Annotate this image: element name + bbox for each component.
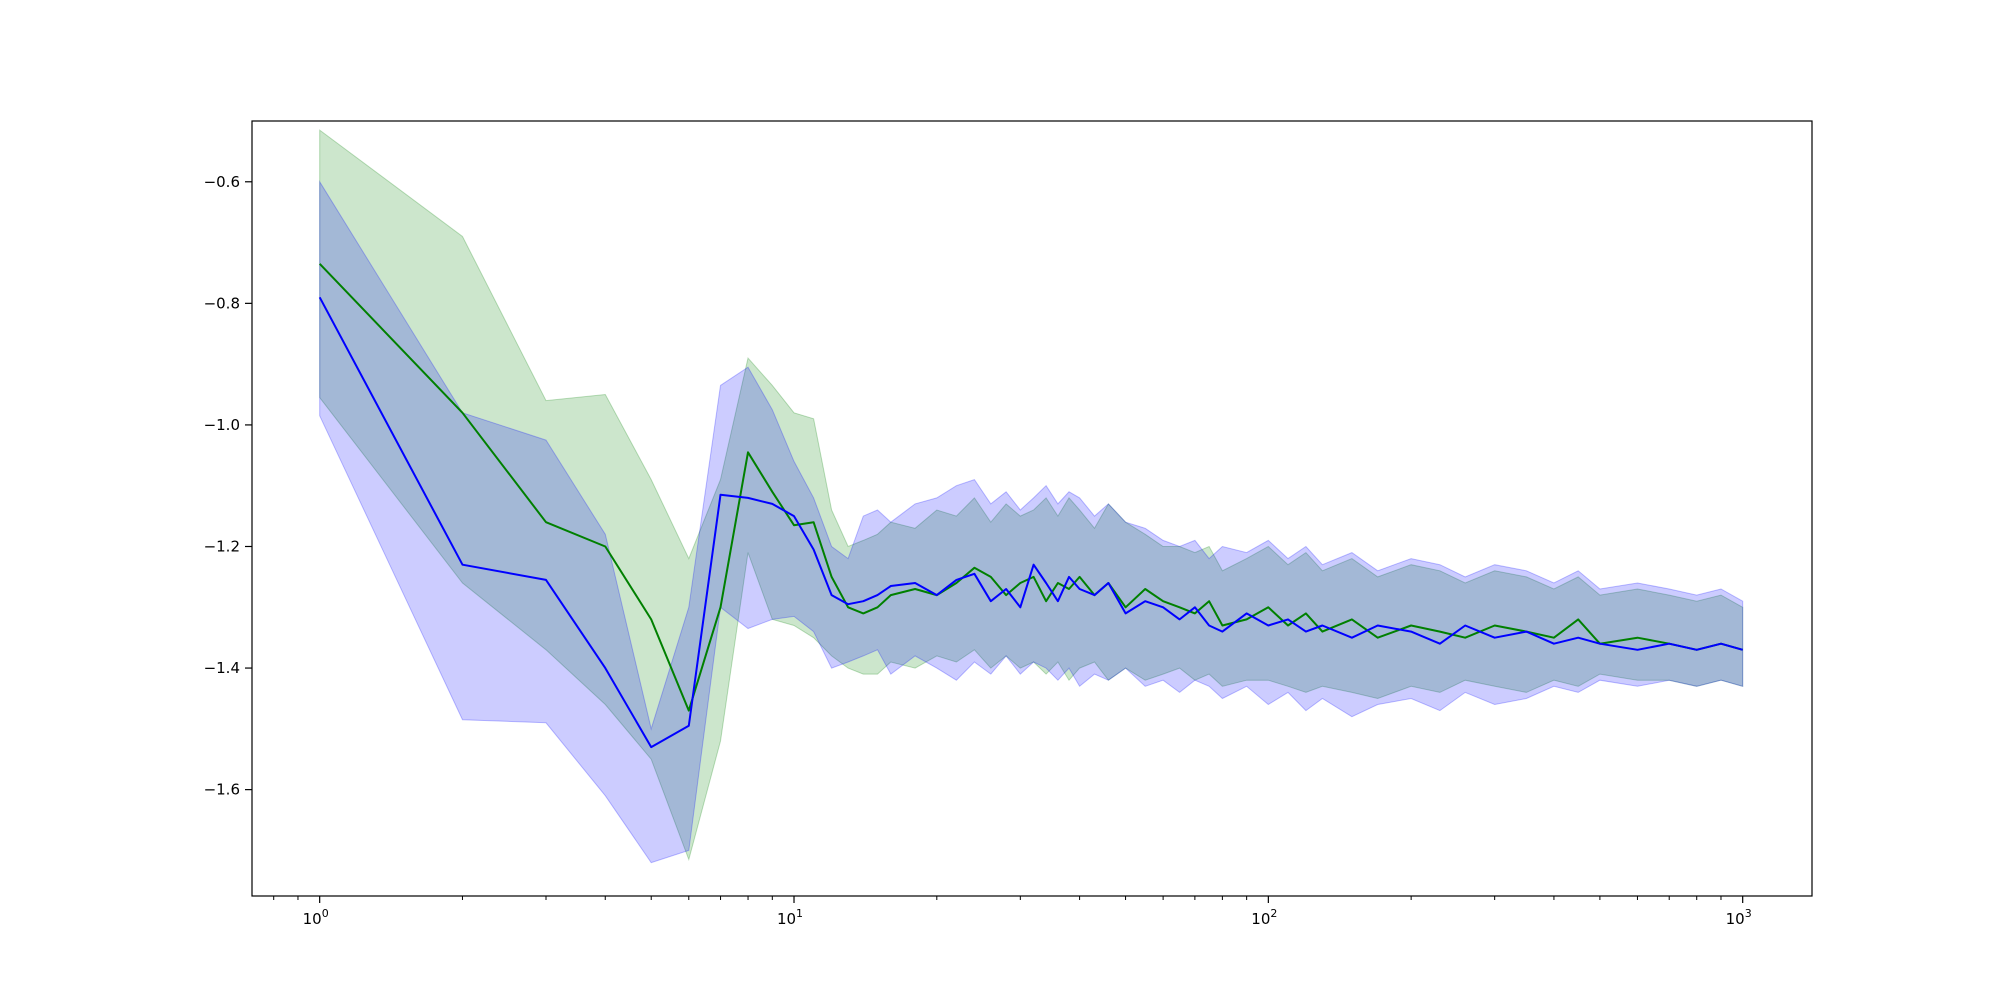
x-axis: 100 101 102 103	[273, 896, 1752, 928]
x-tick-label: 100	[303, 907, 329, 928]
series-2-line	[318, 296, 1743, 749]
plot-frame	[251, 120, 1813, 897]
y-axis: −0.6 −0.8 −1.0 −1.2 −1.4 −1.6	[204, 173, 252, 799]
x-tick-label: 101	[777, 907, 803, 928]
series-lines	[318, 263, 1743, 749]
y-tick-label: −0.6	[204, 173, 240, 191]
y-tick-label: −1.4	[204, 659, 240, 677]
y-tick-label: −1.6	[204, 781, 240, 799]
series-2-band	[319, 180, 1744, 864]
y-tick-label: −0.8	[204, 294, 240, 312]
x-tick-label: 103	[1726, 907, 1752, 928]
y-tick-label: −1.2	[204, 537, 240, 555]
y-tick-label: −1.0	[204, 416, 240, 434]
x-tick-label: 102	[1251, 907, 1277, 928]
